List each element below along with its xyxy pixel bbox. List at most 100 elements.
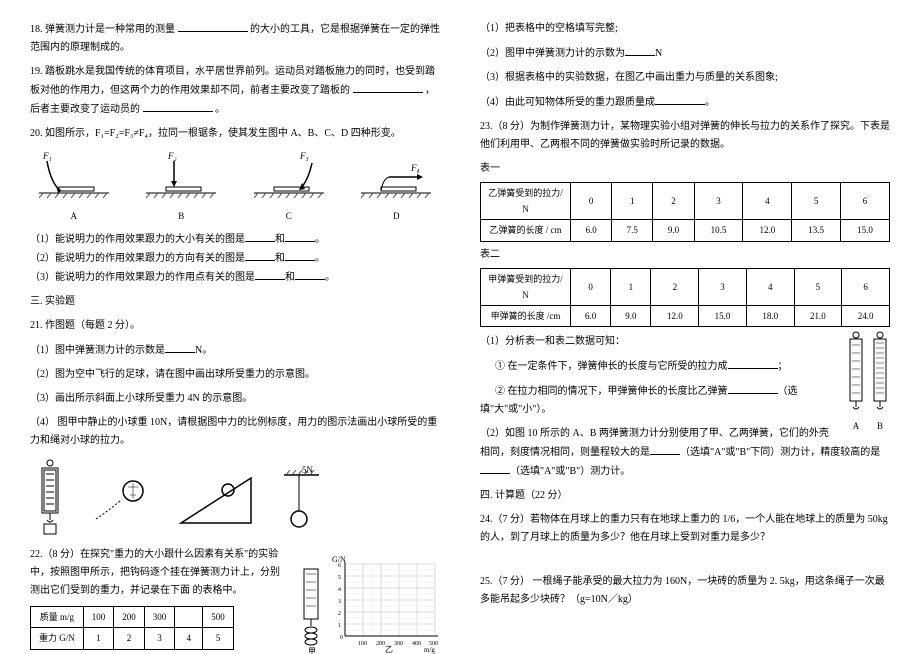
t1-f: 2 <box>653 183 694 220</box>
blank <box>728 382 778 394</box>
mass-cell: 200 <box>114 607 145 628</box>
q25: 25.（7 分） 一根绳子能承受的最大拉力为 160N，一块砖的质量为 2. 5… <box>480 573 890 609</box>
svg-text:0: 0 <box>340 635 343 641</box>
t1-l: 7.5 <box>612 220 653 241</box>
q23-intro: 23.（8 分）为制作弹簧测力计，某物理实验小组对弹簧的伸长与拉力的关系作了探究… <box>480 118 890 154</box>
q19: 19. 踏板跳水是我国传统的体育项目，水平居世界前列。运动员对踏板施力的同时，也… <box>30 63 440 119</box>
blank <box>480 462 510 474</box>
q21-header: 21. 作图题（每题 2 分）。 <box>30 317 440 335</box>
svg-text:F₁: F₁ <box>42 151 52 161</box>
blank <box>245 230 275 242</box>
svg-text:F₂: F₂ <box>167 151 177 161</box>
spring-pair: A B <box>846 331 890 434</box>
saw-fig-a: F₁ A <box>39 149 109 224</box>
blank <box>295 268 325 280</box>
q20-s1-c: 。 <box>315 234 325 245</box>
q22-figures: 甲 G/N 0100200300400500 123456 m/g <box>296 546 440 653</box>
q23-sub-intro: （1）分析表一和表二数据可知： <box>480 333 890 351</box>
q21-sub2: （2）图为空中飞行的足球，请在图中画出球所受重力的示意图。 <box>30 366 440 384</box>
svg-text:F₄: F₄ <box>410 163 420 173</box>
q20-s3-c: 。 <box>325 272 335 283</box>
t2-l: 15.0 <box>699 305 747 326</box>
r-s4-b: 。 <box>705 97 715 108</box>
spring-setup-icon: 甲 <box>296 564 326 654</box>
r-s2-b: N <box>655 48 662 59</box>
blank <box>285 230 315 242</box>
spring-a-label: A <box>846 418 866 434</box>
t1-f: 5 <box>792 183 841 220</box>
weight-cell: 5 <box>203 628 234 649</box>
t2-l: 12.0 <box>651 305 699 326</box>
q22: 22.（8 分）在探究"重力的大小跟什么因素有关系"的实验中，按照图甲所示，把钩… <box>30 546 440 653</box>
t1-f: 6 <box>841 183 890 220</box>
football-icon <box>88 471 158 526</box>
blank <box>625 44 655 56</box>
t2-l: 24.0 <box>842 305 890 326</box>
saw-c-label: C <box>254 208 324 224</box>
r-s4-a: （4）由此可知物体所受的重力跟质量成 <box>480 97 655 108</box>
t1-f: 1 <box>612 183 653 220</box>
spring-b-icon <box>870 331 890 416</box>
svg-text:甲: 甲 <box>308 647 316 654</box>
mass-table: 质量 m/g 100 200 300 500 重力 G/N 1 2 3 4 5 <box>30 606 234 649</box>
spring-scale-icon <box>30 458 70 538</box>
q21-s1-a: （1）图中弹簧测力计的示数是 <box>30 345 165 356</box>
q20-sub2: （2）能说明力的作用效果跟力的方向有关的图是 和 。 <box>30 249 440 268</box>
q21-s1-b: N。 <box>195 345 212 356</box>
q21-sub1: （1）图中弹簧测力计的示数是 N。 <box>30 341 440 360</box>
q22-text-b: 的表格中。 <box>193 585 243 596</box>
q23-s3-c: （选填"A"或"B"）测力计。 <box>510 466 630 477</box>
incline-icon <box>176 468 256 528</box>
svg-text:4: 4 <box>338 587 341 593</box>
q20-s1-b: 和 <box>275 234 285 245</box>
t2-f: 3 <box>699 268 747 305</box>
right-column: （1）把表格中的空格填写完整; （2）图甲中弹簧测力计的示数为N （3）根据表格… <box>480 20 890 623</box>
r-sub4: （4）由此可知物体所受的重力跟质量成 。 <box>480 93 890 112</box>
t1-f: 0 <box>571 183 612 220</box>
section-4: 四. 计算题（22 分） <box>480 487 890 505</box>
weight-cell: 2 <box>114 628 145 649</box>
q22-text-a: 22.（8 分）在探究"重力的大小跟什么因素有关系"的实验中，按照图甲所示，把钩… <box>30 549 280 596</box>
q23-s1-b: ； <box>778 361 788 372</box>
q20-s3-b: 和 <box>285 272 295 283</box>
q20-s2-a: （2）能说明力的作用效果跟力的方向有关的图是 <box>30 253 245 264</box>
q18: 18. 弹簧测力计是一种常用的测量 的大小的工具，它是根据弹簧在一定的弹性范围内… <box>30 20 440 57</box>
svg-text:2: 2 <box>338 611 341 617</box>
hanging-ball-icon: 5N <box>274 463 324 533</box>
svg-text:1: 1 <box>338 623 341 629</box>
q20-s2-b: 和 <box>275 253 285 264</box>
t2-row1-label: 甲弹簧受到的拉力/ N <box>481 268 571 305</box>
q19-text-c: 。 <box>215 104 225 115</box>
spring-a-icon <box>846 331 866 416</box>
svg-text:F₃: F₃ <box>299 151 309 161</box>
svg-text:200: 200 <box>376 641 385 647</box>
q23-sub2: ② 在拉力相同的情况下，甲弹簧伸长的长度比乙弹簧（选填"大"或"小"）。 <box>480 382 890 419</box>
t1-l: 15.0 <box>841 220 890 241</box>
section-3: 三. 实验题 <box>30 293 440 311</box>
q23-sub1: ① 在一定条件下，弹簧伸长的长度与它所受的拉力成 ； <box>480 357 890 376</box>
q20-s2-c: 。 <box>315 253 325 264</box>
q20-intro: 20. 如图所示，F₁=F₂=F₃≠F₄，拉同一根锯条，使其发生图中 A、B、C… <box>30 125 440 143</box>
saw-fig-b: F₂ B <box>146 149 216 224</box>
r-sub2: （2）图甲中弹簧测力计的示数为N <box>480 44 890 63</box>
blank <box>165 341 195 353</box>
q24: 24.（7 分）若物体在月球上的重力只有在地球上重力的 1/6，一个人能在地球上… <box>480 511 890 547</box>
q23-s1-a: ① 在一定条件下，弹簧伸长的长度与它所受的拉力成 <box>495 361 728 372</box>
t2-l: 18.0 <box>746 305 794 326</box>
t1-l: 10.5 <box>694 220 743 241</box>
svg-text:400: 400 <box>412 641 421 647</box>
svg-text:6: 6 <box>338 563 341 569</box>
blank <box>245 249 275 261</box>
blank <box>143 100 213 112</box>
blank <box>285 249 315 261</box>
t1-l: 13.5 <box>792 220 841 241</box>
t1-l: 12.0 <box>743 220 792 241</box>
saw-a-svg: F₁ <box>39 149 109 199</box>
t1-l: 6.0 <box>571 220 612 241</box>
t2-f: 6 <box>842 268 890 305</box>
t1-row1-label: 乙弹簧受到的拉力/ N <box>481 183 571 220</box>
q21-sub3: （3）画出所示斜面上小球所受重力 4N 的示意图。 <box>30 390 440 408</box>
mass-cell: 100 <box>83 607 114 628</box>
mass-cell <box>175 607 203 628</box>
q23-s3-b: （选填"A"或"B"下同）测力计，精度较高的是 <box>680 447 880 458</box>
